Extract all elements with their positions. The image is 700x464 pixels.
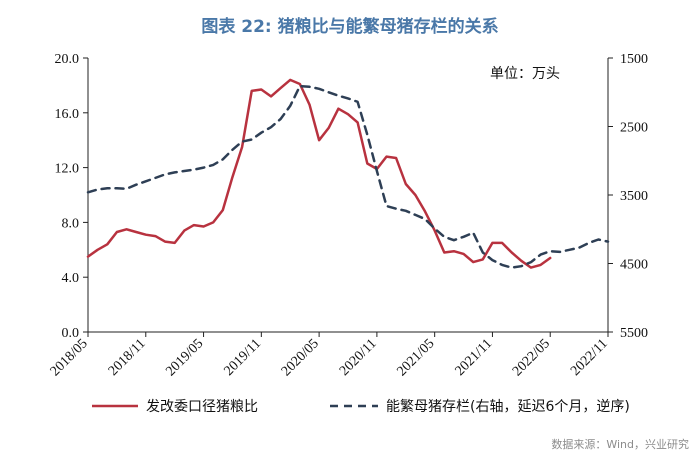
- right-tick-label: 4500: [620, 258, 648, 273]
- unit-label: 单位：万头: [490, 66, 560, 82]
- x-tick-label: 2020/05: [279, 336, 322, 379]
- x-tick-label: 2021/05: [394, 336, 437, 379]
- left-tick-label: 4.0: [62, 271, 80, 286]
- right-tick-label: 1500: [620, 52, 648, 67]
- left-tick-label: 20.0: [55, 52, 80, 67]
- x-tick-label: 2018/05: [48, 336, 91, 379]
- x-tick-label: 2021/11: [453, 336, 496, 379]
- legend-label-sow-inventory: 能繁母猪存栏(右轴，延迟6个月，逆序): [386, 399, 630, 415]
- right-tick-label: 5500: [620, 326, 648, 341]
- series-line-pig-grain-ratio: [86, 78, 552, 269]
- left-tick-label: 12.0: [55, 162, 80, 177]
- chart-title: 图表 22: 猪粮比与能繁母猪存栏的关系: [201, 16, 498, 37]
- legend-label-pig-grain-ratio: 发改委口径猪粮比: [146, 399, 258, 415]
- left-tick-label: 0.0: [62, 326, 80, 341]
- x-tick-label: 2019/05: [163, 336, 206, 379]
- x-tick-label: 2022/05: [510, 336, 553, 379]
- x-tick-label: 2019/11: [221, 336, 264, 379]
- x-tick-label: 2020/11: [337, 336, 380, 379]
- x-tick-label: 2018/11: [106, 336, 149, 379]
- x-tick-label: 2022/11: [568, 336, 611, 379]
- left-tick-label: 16.0: [55, 107, 80, 122]
- right-axis: 1500 2500 3500 4500 5500: [608, 52, 648, 341]
- right-tick-label: 3500: [620, 189, 648, 204]
- left-axis: 0.0 4.0 8.0 12.0 16.0 20.0: [55, 52, 88, 341]
- left-tick-label: 8.0: [62, 216, 80, 231]
- legend: 发改委口径猪粮比 能繁母猪存栏(右轴，延迟6个月，逆序): [92, 399, 630, 415]
- right-tick-label: 2500: [620, 121, 648, 136]
- x-axis: 2018/05 2018/11 2019/05 2019/11 2020/05 2020/…: [48, 332, 611, 379]
- series-layer: [86, 78, 610, 269]
- source-note: 数据来源：Wind，兴业研究: [551, 437, 689, 451]
- series-line-sow-inventory: [86, 84, 610, 269]
